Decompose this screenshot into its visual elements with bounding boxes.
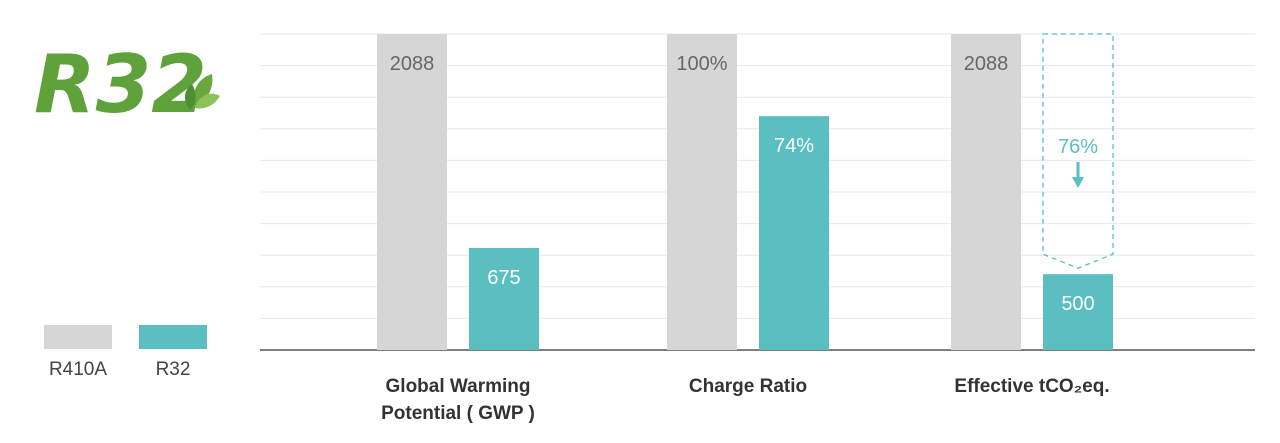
category-labels: Global Warming Potential ( GWP ) Charge Ra… [381, 376, 1109, 424]
bar-value-label: 500 [1061, 293, 1094, 315]
bar-value-label: 675 [487, 267, 520, 289]
logo-text: R32 [34, 38, 207, 131]
bar-r32 [759, 116, 829, 350]
bar-r32 [1043, 274, 1113, 350]
category-label: Charge Ratio [689, 376, 807, 397]
category-label: Global Warming [386, 376, 531, 397]
r32-logo: R32 [34, 38, 220, 131]
bar-r410a [951, 34, 1021, 350]
legend-label-r32: R32 [156, 359, 191, 380]
bars: 2088 100% 2088 675 74% 500 [377, 34, 1113, 350]
reduction-outline [1042, 33, 1114, 269]
bar-value-label: 2088 [390, 53, 435, 75]
bar-r410a [377, 34, 447, 350]
legend: R410A R32 [44, 325, 207, 380]
legend-swatch-r410a [44, 325, 112, 349]
leaf-icon [184, 74, 220, 110]
annotations: 76% [1042, 33, 1114, 269]
bar-value-label: 74% [774, 135, 814, 157]
legend-swatch-r32 [139, 325, 207, 349]
reduction-label: 76% [1058, 136, 1098, 158]
bar-r410a [667, 34, 737, 350]
bar-r32 [469, 247, 539, 350]
category-label: Potential ( GWP ) [381, 403, 535, 424]
down-arrow-head-icon [1072, 177, 1084, 188]
bar-value-label: 100% [676, 53, 727, 75]
category-label: Effective tCO₂eq. [954, 376, 1109, 397]
bar-value-label: 2088 [964, 53, 1009, 75]
legend-label-r410a: R410A [49, 359, 107, 380]
